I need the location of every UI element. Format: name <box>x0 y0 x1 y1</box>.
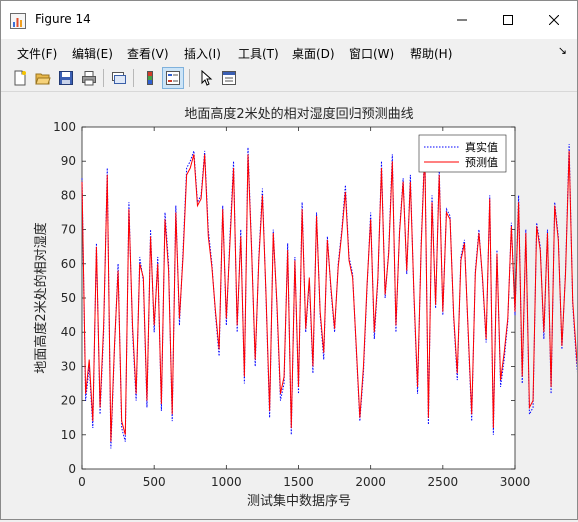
link-plot-icon[interactable] <box>109 68 129 88</box>
x-tick-label: 2500 <box>428 475 459 489</box>
menu-window[interactable]: 窗口(W) <box>349 47 395 61</box>
menu-tools[interactable]: 工具(T) <box>238 47 279 61</box>
toolbar-separator <box>189 69 190 87</box>
toolbar-separator <box>133 69 134 87</box>
legend-true-label: 真实值 <box>465 140 498 154</box>
line-chart[interactable]: 地面高度2米处的相对湿度回归预测曲线 0 10 20 30 40 50 60 70 80 90 10… <box>1 92 578 519</box>
toolbar-separator <box>103 69 104 87</box>
y-tick-label: 50 <box>61 291 76 305</box>
y-tick-label: 70 <box>61 223 76 237</box>
pointer-icon[interactable] <box>196 68 216 88</box>
close-icon <box>549 15 559 25</box>
x-tick-label: 0 <box>78 475 86 489</box>
chart-title: 地面高度2米处的相对湿度回归预测曲线 <box>184 106 413 122</box>
y-tick-label: 80 <box>61 188 76 202</box>
title-bar[interactable]: Figure 14 <box>1 1 577 39</box>
y-tick-label: 100 <box>53 120 76 134</box>
open-file-icon[interactable] <box>33 68 53 88</box>
minimize-icon <box>457 19 467 21</box>
y-tick-label: 60 <box>61 257 76 271</box>
window-title: Figure 14 <box>35 12 91 26</box>
x-tick-label: 3000 <box>500 475 531 489</box>
x-tick-label: 500 <box>143 475 166 489</box>
property-editor-icon[interactable] <box>219 68 239 88</box>
save-icon[interactable] <box>56 68 76 88</box>
menu-view[interactable]: 查看(V) <box>127 47 169 61</box>
x-tick-label: 1000 <box>211 475 242 489</box>
figure-canvas: 地面高度2米处的相对湿度回归预测曲线 0 10 20 30 40 50 60 70 80 90 10… <box>1 92 578 519</box>
legend-icon[interactable] <box>162 67 184 89</box>
legend-box <box>418 134 507 173</box>
y-tick-label: 20 <box>61 394 76 408</box>
menu-dock-arrow-icon[interactable]: ↘ <box>557 44 567 57</box>
series-pred-line <box>81 150 578 442</box>
maximize-button[interactable] <box>485 1 531 39</box>
legend[interactable]: 真实值 预测值 <box>418 134 507 173</box>
minimize-button[interactable] <box>439 1 485 39</box>
menu-help[interactable]: 帮助(H) <box>410 47 453 61</box>
y-tick-label: 30 <box>61 359 76 373</box>
menu-file[interactable]: 文件(F) <box>17 47 58 61</box>
maximize-icon <box>503 15 513 25</box>
toolbar <box>1 65 577 92</box>
y-tick-label: 40 <box>61 325 76 339</box>
menu-desktop[interactable]: 桌面(D) <box>292 47 335 61</box>
menu-edit[interactable]: 编辑(E) <box>72 47 113 61</box>
matlab-figure-icon <box>10 13 26 29</box>
y-tick-label: 10 <box>61 428 76 442</box>
legend-pred-label: 预测值 <box>465 156 498 169</box>
menu-insert[interactable]: 插入(I) <box>184 47 221 61</box>
colorbar-icon[interactable] <box>140 68 160 88</box>
y-axis-label: 地面高度2米处的相对湿度 <box>33 222 49 373</box>
x-axis-label: 测试集中数据序号 <box>247 493 351 509</box>
close-button[interactable] <box>531 1 577 39</box>
menu-bar: 文件(F) 编辑(E) 查看(V) 插入(I) 工具(T) 桌面(D) 窗口(W… <box>1 39 577 65</box>
plot-area[interactable] <box>81 126 516 470</box>
y-tick-label: 90 <box>61 154 76 168</box>
y-tick-label: 0 <box>68 462 76 476</box>
print-icon[interactable] <box>79 68 99 88</box>
x-tick-label: 2000 <box>355 475 386 489</box>
new-figure-icon[interactable] <box>10 68 30 88</box>
x-tick-label: 1500 <box>283 475 314 489</box>
